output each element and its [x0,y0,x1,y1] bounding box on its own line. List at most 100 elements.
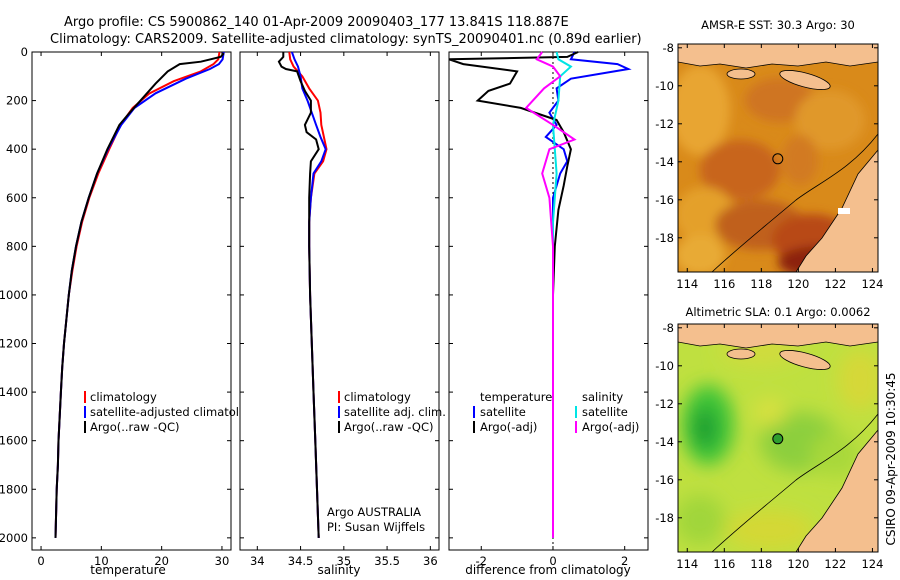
map-x-tick-label: 114 [676,277,698,291]
lesser-sunda-islands [678,324,878,349]
map-x-tick-label: 124 [861,277,883,291]
temperature-plot-area: 0 10 20 30 0 200 400 600 800 1000 1200 1400 1600 1800… [0,45,231,568]
argo-position-marker [772,153,784,165]
sumba-island [726,348,756,360]
legend-title-salinity: salinity [582,390,623,404]
map-y-tick-label: -12 [655,117,674,131]
figure-title-line2: Climatology: CARS2009. Satellite-adjuste… [50,32,642,47]
sst-map-title: AMSR-E SST: 30.3 Argo: 30 [701,18,855,32]
australia-landmass [795,429,878,552]
map-y-tick-label: -18 [655,511,674,525]
salinity-legend: climatology satellite adj. clim. Argo(..… [338,390,446,434]
y-tick-label: 400 [6,142,28,156]
map-x-tick-label: 116 [713,557,735,571]
legend-label-temp-argo: Argo(-adj) [480,420,537,434]
sla-map-frame [677,323,879,553]
temperature-panel: 0 10 20 30 0 200 400 600 800 1000 1200 1400 1600 1800… [0,45,260,577]
sst-map-field [678,44,878,272]
map-x-tick-label: 124 [861,557,883,571]
map-y-tick-label: -12 [655,397,674,411]
map-y-tick-label: -10 [655,79,674,93]
australia-landmass [795,149,878,272]
legend-label-climatology: climatology [344,390,411,404]
y-tick-label: 1000 [0,288,28,302]
salinity-xlabel: salinity [317,563,360,577]
series-line-salinity-argo-adj [524,51,577,538]
x-tick-label: 34.5 [288,554,314,568]
y-tick-label: 1200 [0,337,28,351]
credit-text: CSIRO 09-Apr-2009 10:30:45 [884,372,898,545]
map-x-tick-label: 118 [750,557,772,571]
legend-label-climatology: climatology [90,390,157,404]
difference-plot-area: -2 0 2 [448,51,648,568]
map-x-tick-label: 120 [787,557,809,571]
legend-label-argo: Argo(..raw -QC) [90,420,180,434]
sst-map-axes: 114 116 118 120 122 124 -8 -10 -12 -14 -16 -18 [655,41,883,291]
difference-xlabel: difference from climatology [465,563,631,577]
map-y-tick-label: -16 [655,473,674,487]
y-tick-label: 200 [6,94,28,108]
salinity-plot-area: 34 34.5 35 35.5 36 [240,51,439,568]
map-y-tick-label: -14 [655,435,674,449]
map-y-tick-label: -16 [655,193,674,207]
map-x-tick-label: 118 [750,277,772,291]
legend-label-satellite: satellite adj. clim. [344,405,446,419]
x-tick-label: 36 [423,554,438,568]
sumba-island [726,68,756,80]
lesser-sunda-islands [678,44,878,69]
temperature-legend: climatology satellite-adjusted climatolo… [84,390,260,434]
shelf-contour [711,133,878,272]
figure-title-line1: Argo profile: CS 5900862_140 01-Apr-2009… [64,15,569,30]
sst-map-panel: AMSR-E SST: 30.3 Argo: 30 11 [655,18,883,291]
legend-label-temp-satellite: satellite [480,405,526,419]
map-x-tick-label: 122 [824,557,846,571]
y-tick-label: 1800 [0,482,28,496]
sla-map-title: Altimetric SLA: 0.1 Argo: 0.0062 [685,305,870,319]
missing-data-patch [838,208,850,214]
map-y-tick-label: -8 [663,321,674,335]
timor-island [779,350,831,370]
series-line-argo-raw-qc [54,52,225,538]
timor-island [779,70,831,90]
x-tick-label: 20 [154,554,169,568]
y-tick-label: 0 [21,45,28,59]
map-y-tick-label: -14 [655,155,674,169]
difference-panel: -2 0 2 difference from climatology tempera… [448,51,649,577]
map-x-tick-label: 116 [713,277,735,291]
x-tick-label: 30 [215,554,230,568]
y-tick-label: 1600 [0,434,28,448]
legend-label-argo: Argo(..raw -QC) [344,420,434,434]
map-x-tick-label: 122 [824,277,846,291]
annotation-float-owner: Argo AUSTRALIA [327,505,421,519]
x-tick-label: 0 [549,554,556,568]
legend-label-sal-argo: Argo(-adj) [582,420,639,434]
sst-map-frame [677,43,879,273]
x-tick-label: 2 [621,554,628,568]
y-tick-label: 600 [6,191,28,205]
legend-label-satellite: satellite-adjusted climatology [90,405,260,419]
salinity-panel: 34 34.5 35 35.5 36 salinity climatology sate… [239,51,446,577]
series-line-argo-raw-qc [277,52,320,538]
difference-legend: temperature satellite Argo(-adj) salinit… [473,390,639,434]
x-tick-label: -2 [476,554,487,568]
salinity-axes-frame [239,51,440,551]
map-y-tick-label: -10 [655,359,674,373]
temperature-xlabel: temperature [90,563,165,577]
shelf-contour [711,413,878,552]
y-tick-label: 800 [6,239,28,253]
map-x-tick-label: 114 [676,557,698,571]
argo-position-marker [772,433,784,445]
sla-map-axes: 114 116 118 120 122 124 -8 -10 -12 -14 -16 -18 [655,321,883,571]
legend-label-sal-satellite: satellite [582,405,628,419]
difference-axes-frame [448,51,649,551]
series-line-temperature-argo-adj [448,51,579,538]
y-tick-label: 1400 [0,385,28,399]
x-tick-label: 35 [337,554,352,568]
legend-title-temperature: temperature [480,390,552,404]
map-y-tick-label: -18 [655,231,674,245]
x-tick-label: 10 [94,554,109,568]
x-tick-label: 35.5 [374,554,400,568]
temperature-axes-frame [31,51,232,551]
sla-map-panel: Altimetric SLA: 0.1 Argo: 0.0062 114 116 1… [655,305,883,571]
